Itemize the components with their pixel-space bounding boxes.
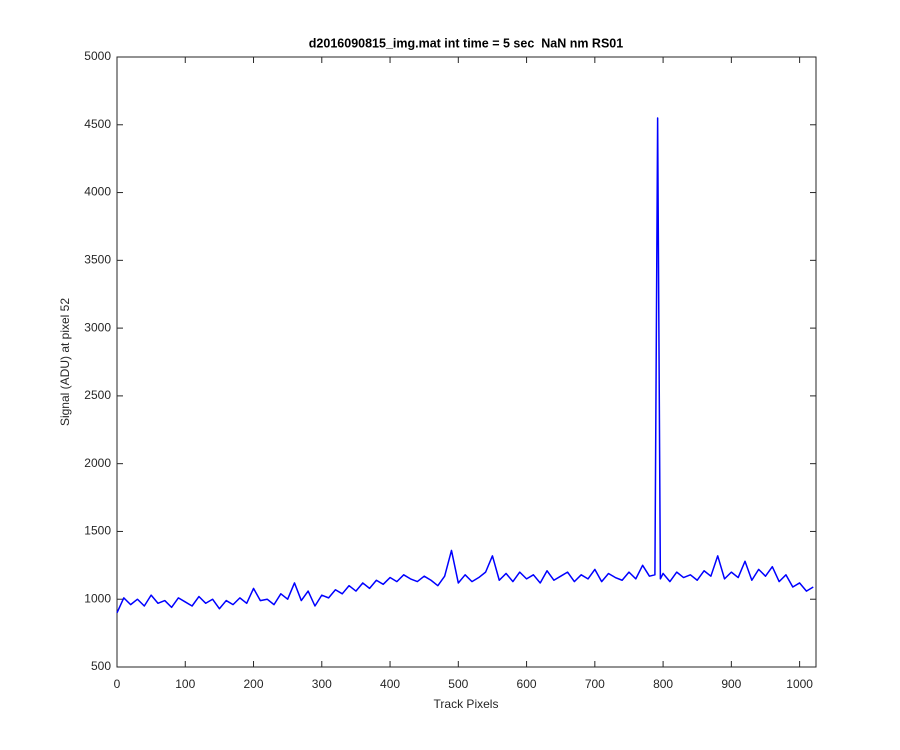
x-tick-label: 700 xyxy=(585,677,605,691)
x-tick-label: 200 xyxy=(244,677,264,691)
y-tick-label: 2000 xyxy=(84,456,111,470)
y-tick-label: 500 xyxy=(91,659,111,673)
y-tick-label: 3500 xyxy=(84,253,111,267)
x-tick-label: 900 xyxy=(721,677,741,691)
plot-area xyxy=(116,56,817,668)
x-tick-label: 600 xyxy=(517,677,537,691)
x-tick-label: 500 xyxy=(448,677,468,691)
y-tick-label: 2500 xyxy=(84,388,111,402)
x-tick-label: 300 xyxy=(312,677,332,691)
chart-title: d2016090815_img.mat int time = 5 sec NaN… xyxy=(309,36,623,50)
x-tick-label: 0 xyxy=(114,677,121,691)
y-tick-label: 3000 xyxy=(84,320,111,334)
data-line xyxy=(116,117,814,614)
x-tick-label: 1000 xyxy=(786,677,813,691)
y-tick-label: 5000 xyxy=(84,49,111,63)
y-tick-label: 4000 xyxy=(84,185,111,199)
x-tick-label: 800 xyxy=(653,677,673,691)
x-tick-label: 400 xyxy=(380,677,400,691)
y-tick-label: 1500 xyxy=(84,524,111,538)
x-axis-label: Track Pixels xyxy=(434,697,499,711)
x-tick-label: 100 xyxy=(175,677,195,691)
y-tick-label: 1000 xyxy=(84,591,111,605)
y-tick-label: 4500 xyxy=(84,117,111,131)
y-axis-label: Signal (ADU) at pixel 52 xyxy=(58,298,72,426)
